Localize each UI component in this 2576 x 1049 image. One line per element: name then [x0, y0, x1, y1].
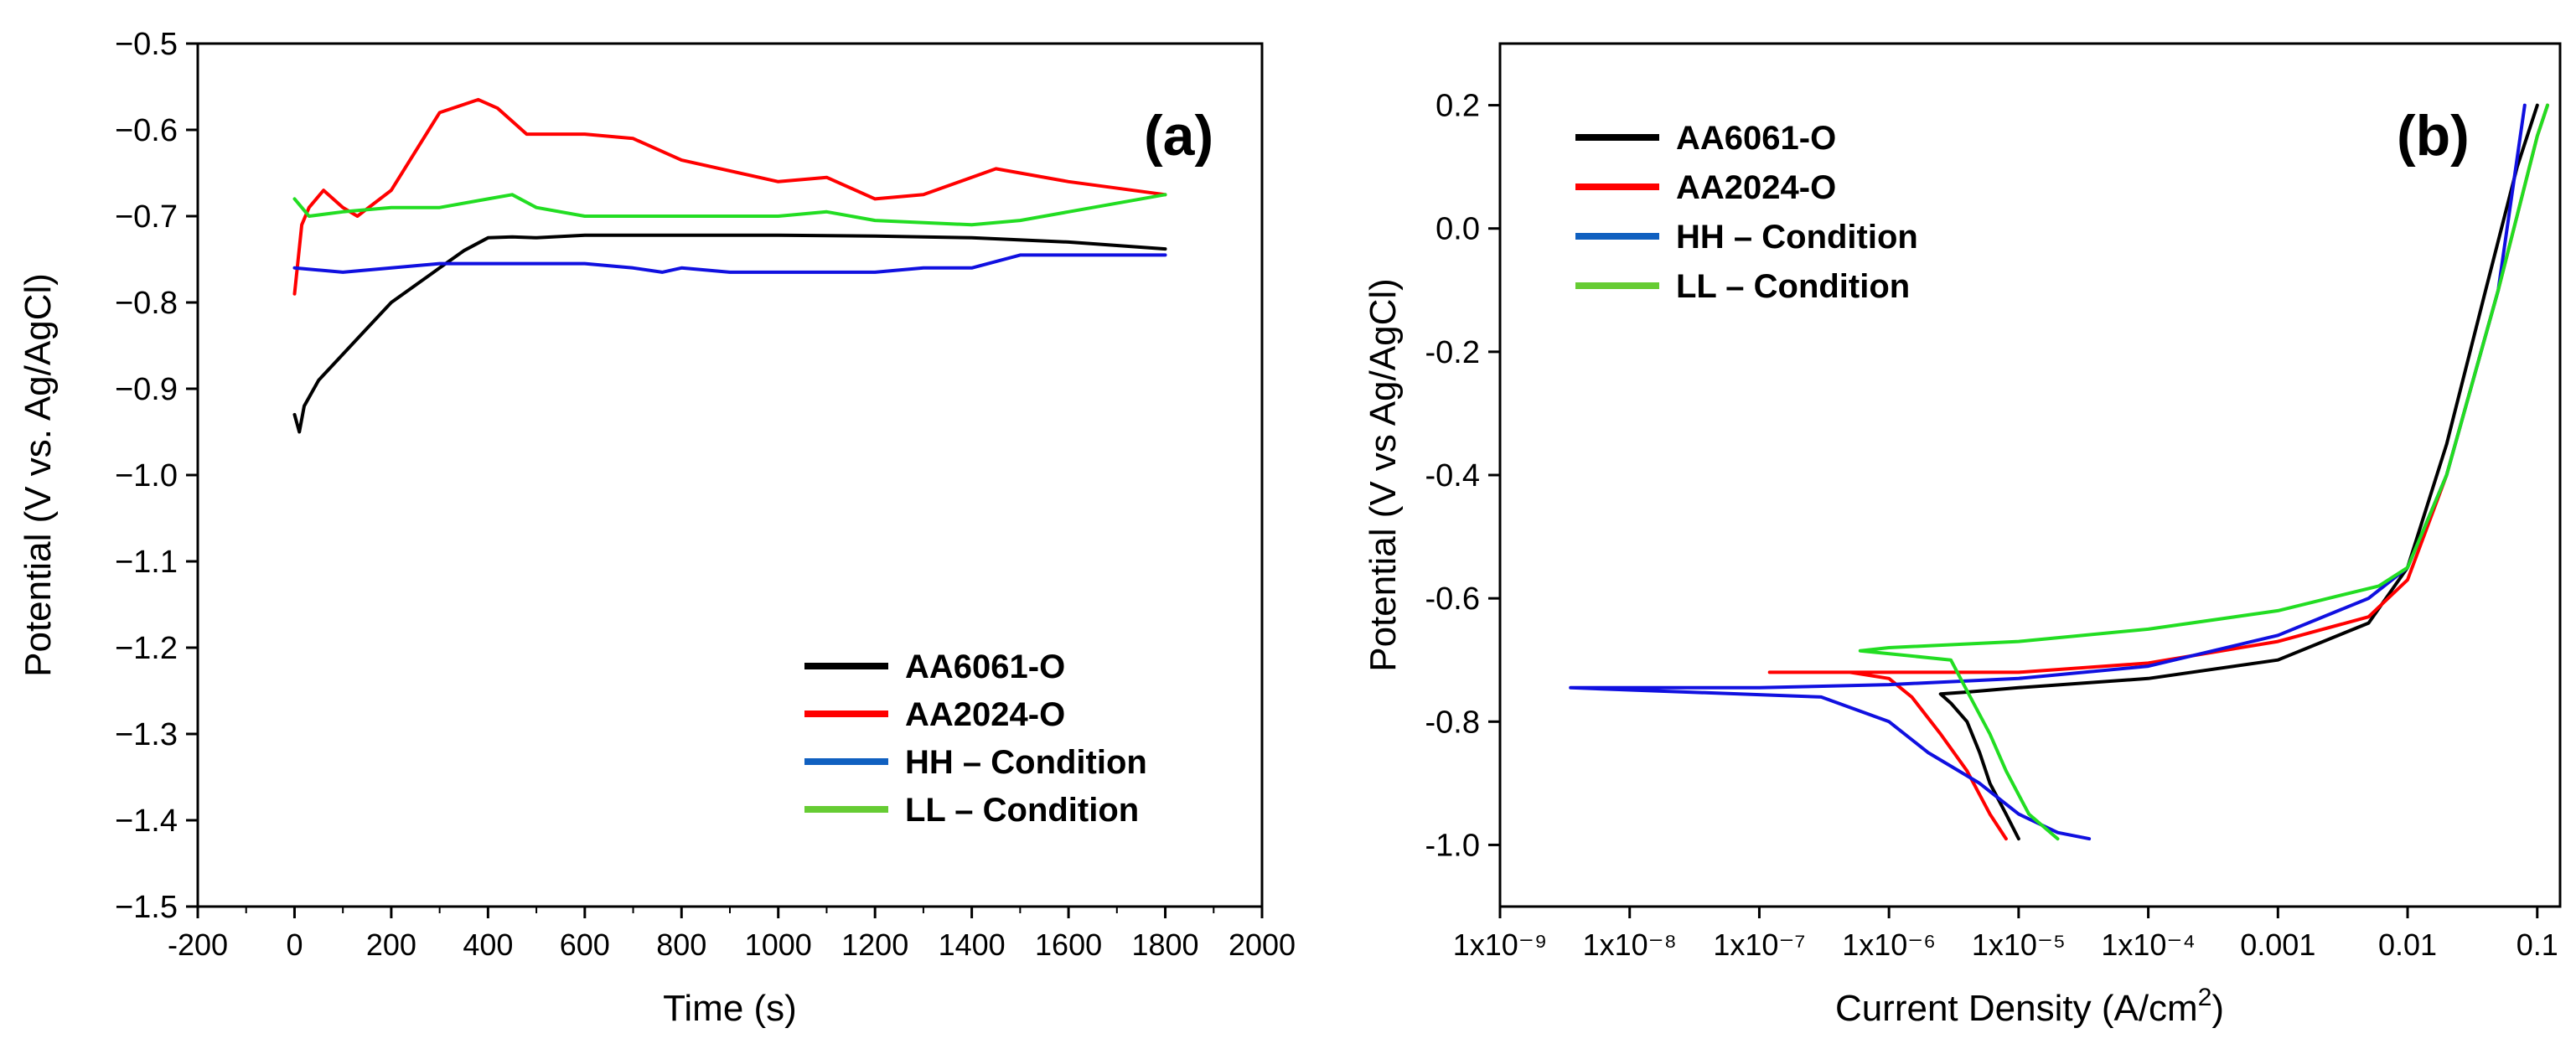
- panel-b-x-tick-label: 1x10⁻⁷: [1713, 928, 1805, 962]
- legend-a-label-hh: HH – Condition: [905, 744, 1147, 781]
- panel-a-x-axis-title: Time (s): [663, 988, 797, 1029]
- panel-a-series-aa2024-o: [292, 97, 1167, 296]
- panel-a-y-tick-label: −1.0: [115, 458, 178, 493]
- panel-a-x-tick-label: 200: [366, 928, 416, 962]
- panel-b-y-tick-label: 0.2: [1435, 89, 1480, 124]
- panel-b-x-tick-label: 0.1: [2517, 928, 2558, 962]
- panel-a-y-tick-label: −1.5: [115, 890, 178, 925]
- panel-b-legend: AA6061-O AA2024-O HH – Condition LL – Co…: [1575, 120, 1918, 305]
- panel-b-x-tick-label: 1x10⁻⁵: [1972, 928, 2066, 962]
- panel-a-y-tick-label: −1.3: [115, 717, 178, 752]
- panel-b-series-aa6061-o: [1938, 103, 2539, 841]
- legend-a-label-aa6061: AA6061-O: [905, 649, 1065, 685]
- panel-a-x-tick-label: 0: [286, 928, 303, 962]
- panel-a-y-tick-label: −1.2: [115, 631, 178, 666]
- panel-b-x-tick-label: 1x10⁻⁴: [2101, 928, 2196, 962]
- panel-a-x-tick-label: 400: [463, 928, 513, 962]
- panel-a-x-tick-label: 800: [656, 928, 706, 962]
- panel-a-label: (a): [1144, 104, 1213, 168]
- panel-a-x-tick-label: 600: [560, 928, 610, 962]
- panel-b-label: (b): [2397, 104, 2470, 168]
- panel-b-x-tick-label: 1x10⁻⁶: [1842, 928, 1936, 962]
- panel-a-x-tick-label: 2000: [1229, 928, 1296, 962]
- panel-a-y-tick-label: −1.1: [115, 545, 178, 580]
- panel-a-x-tick-label: 1800: [1131, 928, 1198, 962]
- panel-a-open-circuit-potential-chart: -200 0 200 400 600 800 1000 1200 1400 1600 1800 200…: [18, 27, 1296, 1029]
- legend-b-label-aa2024: AA2024-O: [1676, 169, 1836, 206]
- panel-a-y-tick-label: −0.5: [115, 27, 178, 62]
- panel-a-y-tick-label: −0.7: [115, 199, 178, 235]
- legend-b-label-aa6061: AA6061-O: [1676, 120, 1836, 157]
- panel-b-y-tick-label: -0.8: [1425, 705, 1480, 740]
- panel-b-x-tick-label: 1x10⁻⁹: [1453, 928, 1547, 962]
- panel-b-y-tick-label: -0.2: [1425, 335, 1480, 370]
- panel-b-y-tick-label: -0.6: [1425, 581, 1480, 617]
- panel-a-x-tick-label: 1400: [939, 928, 1006, 962]
- legend-b-label-ll: LL – Condition: [1676, 268, 1910, 305]
- legend-a-label-ll: LL – Condition: [905, 792, 1139, 829]
- panel-b-series-hh-condition: [1569, 103, 2527, 841]
- panel-b-y-axis-title: Potential (V vs Ag/AgCl): [1363, 278, 1404, 672]
- panel-b-series-ll-condition: [1858, 103, 2549, 841]
- panel-b-plot-frame: [1498, 42, 2562, 908]
- panel-a-series-aa6061-o: [292, 233, 1167, 434]
- panel-b-x-tick-label: 1x10⁻⁸: [1583, 928, 1677, 962]
- panel-a-x-tick-label: 1600: [1035, 928, 1102, 962]
- panel-a-series: [292, 97, 1167, 434]
- panel-b-series-aa2024-o: [1767, 103, 2549, 841]
- panel-a-x-tick-label: 1200: [841, 928, 908, 962]
- panel-b-series: [1569, 103, 2549, 841]
- panel-b-y-tick-label: -1.0: [1425, 828, 1480, 863]
- legend-b-label-hh: HH – Condition: [1676, 219, 1918, 256]
- panel-b-y-tick-label: -0.4: [1425, 458, 1480, 493]
- panel-a-y-tick-label: −0.9: [115, 372, 178, 407]
- panel-b-x-axis-title-sup: 2: [2198, 984, 2212, 1011]
- panel-b-x-axis-title: Current Density (A/cm2): [1835, 984, 2224, 1029]
- panel-a-series-ll-condition: [292, 193, 1167, 227]
- panel-a-x-tick-label: 1000: [745, 928, 812, 962]
- panel-b-x-axis-title-main: Current Density (A/cm: [1835, 988, 2198, 1029]
- panel-a-x-tick-label: -200: [168, 928, 228, 962]
- panel-a-y-axis-title: Potential (V vs. Ag/AgCl): [18, 273, 59, 677]
- panel-b-y-tick-label: 0.0: [1435, 212, 1480, 247]
- panel-a-y-tick-label: −0.6: [115, 113, 178, 148]
- panel-a-y-ticks: −0.5 −0.6 −0.7 −0.8 −0.9 −1.0 −1.1 −1.2 −1.3 −1.4…: [115, 27, 198, 925]
- panel-b-x-axis-title-suffix: ): [2211, 988, 2224, 1029]
- panel-a-series-hh-condition: [292, 253, 1167, 274]
- panel-b-x-ticks: 1x10⁻⁹ 1x10⁻⁸ 1x10⁻⁷ 1x10⁻⁶ 1x10⁻⁵ 1x10⁻⁴ 0.00…: [1453, 907, 2558, 962]
- panel-a-y-tick-label: −1.4: [115, 804, 178, 839]
- panel-a-x-ticks: -200 0 200 400 600 800 1000 1200 1400 1600 1800 200…: [168, 907, 1296, 962]
- panel-b-y-ticks: 0.2 0.0 -0.2 -0.4 -0.6 -0.8 -1.0: [1425, 89, 1500, 863]
- panel-b-polarization-chart: 1x10⁻⁹ 1x10⁻⁸ 1x10⁻⁷ 1x10⁻⁶ 1x10⁻⁵ 1x10⁻⁴ 0.00…: [1363, 42, 2562, 1029]
- panel-a-legend: AA6061-O AA2024-O HH – Condition LL – Co…: [804, 649, 1147, 829]
- legend-a-label-aa2024: AA2024-O: [905, 696, 1065, 733]
- panel-b-x-tick-label: 0.001: [2240, 928, 2315, 962]
- panel-b-x-tick-label: 0.01: [2378, 928, 2437, 962]
- panel-a-y-tick-label: −0.8: [115, 286, 178, 321]
